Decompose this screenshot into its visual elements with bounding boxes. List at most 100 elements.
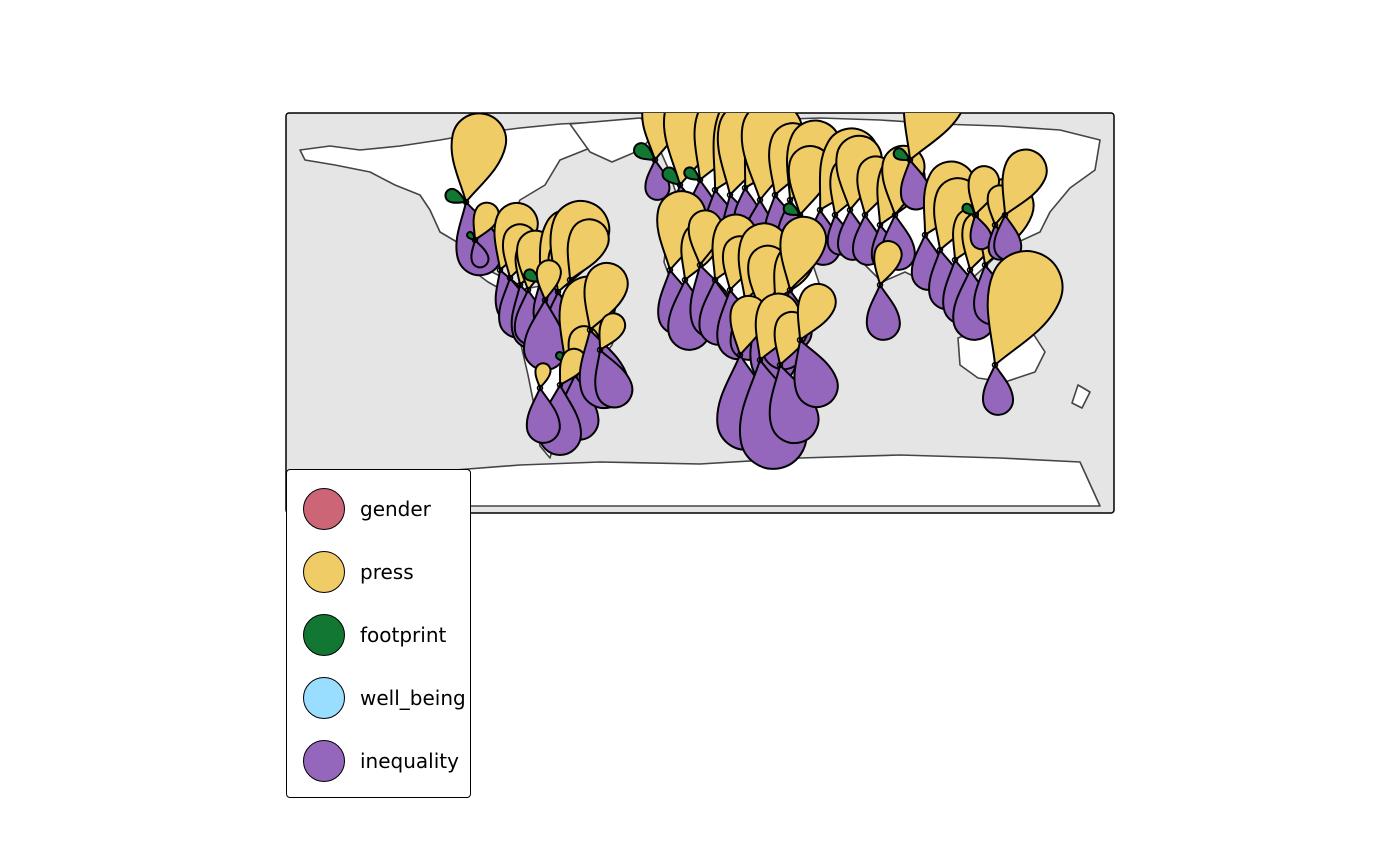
glyph-center: [726, 286, 734, 294]
country-glyph: [466, 201, 500, 269]
footprint-petal: [444, 187, 469, 204]
legend-label-inequality: inequality: [360, 749, 459, 773]
footprint-petal: [683, 166, 702, 182]
legend-swatch-well-being: [303, 677, 345, 719]
country-glyph: [865, 240, 903, 341]
glyph-center: [711, 276, 719, 284]
glyph-center: [586, 326, 594, 334]
glyph-center: [666, 266, 674, 274]
glyph-center: [966, 266, 974, 274]
glyph-center: [471, 236, 479, 244]
footprint-petal: [633, 142, 657, 162]
legend-swatch-gender: [303, 488, 345, 530]
glyph-center: [756, 356, 764, 364]
press-petal: [558, 347, 587, 387]
press-petal: [873, 240, 903, 288]
inequality-petal: [470, 237, 490, 269]
legend-label-gender: gender: [360, 497, 431, 521]
country-glyph: [993, 148, 1048, 261]
country-glyph: [594, 312, 634, 409]
glyph-center: [936, 246, 944, 254]
glyph-center: [951, 256, 959, 264]
press-petal: [598, 312, 627, 352]
country-glyph: [793, 282, 839, 409]
glyph-center: [696, 261, 704, 269]
legend-item-inequality: inequality: [303, 738, 459, 784]
glyph-center: [756, 196, 764, 204]
glyph-center: [462, 198, 470, 206]
glyph-center: [876, 221, 884, 229]
glyph-center: [741, 184, 749, 192]
legend-swatch-press: [303, 551, 345, 593]
inequality-petal: [982, 362, 1014, 416]
glyph-center: [906, 156, 914, 164]
glyph-center: [991, 361, 999, 369]
press-petal: [796, 282, 837, 343]
legend-swatch-inequality: [303, 740, 345, 782]
glyph-center: [676, 181, 684, 189]
glyph-center: [771, 191, 779, 199]
glyph-center: [736, 351, 744, 359]
legend-item-well-being: well_being: [303, 675, 466, 721]
footprint-petal: [782, 202, 802, 217]
glyph-center: [516, 281, 524, 289]
glyph-center: [541, 296, 549, 304]
glyph-center: [796, 336, 804, 344]
glyph-center: [496, 266, 504, 274]
glyph-center: [554, 288, 562, 296]
press-petal: [450, 113, 508, 205]
press-petal: [583, 261, 629, 333]
country-glyph: [444, 113, 508, 277]
press-petal: [534, 362, 552, 391]
press-petal: [779, 215, 828, 293]
country-glyph: [961, 165, 1001, 251]
glyph-center: [921, 231, 929, 239]
glyph-center: [711, 186, 719, 194]
footprint-petal: [892, 147, 912, 162]
glyph-center: [1001, 211, 1009, 219]
land-new-zealand: [1071, 384, 1091, 409]
land-antarctica: [454, 454, 1101, 507]
inequality-petal: [793, 337, 839, 409]
glyph-center: [971, 211, 979, 219]
map-content: [299, 113, 1101, 507]
legend: gender press footprint well_being inequa…: [286, 469, 471, 798]
legend-item-gender: gender: [303, 486, 431, 532]
inequality-petal: [969, 212, 993, 251]
legend-label-press: press: [360, 560, 414, 584]
press-petal: [566, 218, 610, 283]
press-petal: [986, 250, 1064, 368]
glyph-center: [556, 381, 564, 389]
glyph-center: [846, 206, 854, 214]
glyph-center: [786, 286, 794, 294]
legend-item-press: press: [303, 549, 414, 595]
country-glyph: [982, 250, 1064, 416]
legend-swatch-footprint: [303, 614, 345, 656]
glyph-center: [651, 156, 659, 164]
country-glyph: [525, 362, 561, 444]
inequality-petal: [865, 282, 901, 341]
glyph-center: [981, 261, 989, 269]
glyph-center: [681, 276, 689, 284]
inequality-petal: [525, 385, 561, 444]
glyph-center: [506, 274, 514, 282]
glyph-center: [536, 384, 544, 392]
glyph-center: [861, 211, 869, 219]
press-petal: [535, 259, 562, 303]
glyph-center: [776, 361, 784, 369]
glyph-center: [991, 221, 999, 229]
glyph-center: [566, 276, 574, 284]
legend-label-well-being: well_being: [360, 686, 466, 710]
glyph-center: [891, 211, 899, 219]
glyph-center: [596, 346, 604, 354]
glyph-center: [831, 211, 839, 219]
glyph-center: [696, 176, 704, 184]
press-petal: [902, 113, 968, 163]
press-petal: [1001, 148, 1048, 218]
petal-glyph-layer: [444, 113, 1064, 470]
legend-label-footprint: footprint: [360, 623, 447, 647]
inequality-petal: [594, 347, 634, 409]
glyph-center: [876, 281, 884, 289]
legend-item-footprint: footprint: [303, 612, 446, 658]
